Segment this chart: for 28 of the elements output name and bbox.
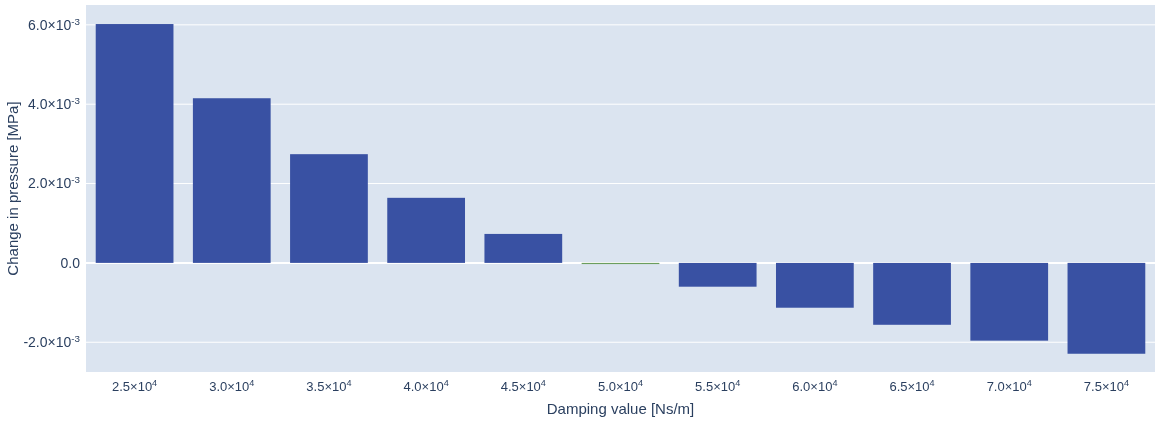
y-axis-title: Change in pressure [MPa] bbox=[4, 101, 21, 276]
x-tick-label: 6.0×10$^{4}$ bbox=[792, 378, 838, 394]
x-tick-label: 5.0×10$^{4}$ bbox=[597, 378, 644, 394]
y-tick-label: 0.0 bbox=[60, 254, 81, 271]
x-tick-label: 4.5×10$^{4}$ bbox=[500, 378, 546, 394]
bar bbox=[290, 154, 368, 263]
bar bbox=[970, 262, 1049, 341]
x-tick-label: 4.0×10$^{4}$ bbox=[403, 378, 449, 394]
bar bbox=[192, 98, 271, 263]
bar bbox=[678, 262, 757, 287]
y-tick-label: 6.0×10$^{-3}$ bbox=[28, 15, 81, 33]
y-tick-label: -2.0×10$^{-3}$ bbox=[23, 332, 81, 351]
x-tick-label: 3.0×10$^{4}$ bbox=[209, 378, 255, 394]
x-tick-label: 3.5×10$^{4}$ bbox=[306, 378, 352, 394]
x-tick-label: 6.5×10$^{4}$ bbox=[889, 378, 935, 394]
y-tick-label: 2.0×10$^{-3}$ bbox=[28, 173, 81, 192]
bar bbox=[387, 197, 466, 263]
x-tick-label: 5.5×10$^{4}$ bbox=[695, 378, 741, 394]
bar bbox=[95, 24, 174, 263]
x-tick-label: 7.0×10$^{4}$ bbox=[986, 378, 1032, 394]
bar bbox=[484, 233, 563, 263]
bar bbox=[775, 262, 854, 308]
x-axis-title: Damping value [Ns/m] bbox=[546, 400, 695, 417]
bar bbox=[1067, 262, 1146, 354]
x-tick-label: 2.5×10$^{4}$ bbox=[112, 378, 158, 394]
x-tick-label: 7.5×10$^{4}$ bbox=[1083, 378, 1129, 394]
bar bbox=[873, 262, 951, 325]
y-tick-label: 4.0×10$^{-3}$ bbox=[28, 94, 81, 113]
